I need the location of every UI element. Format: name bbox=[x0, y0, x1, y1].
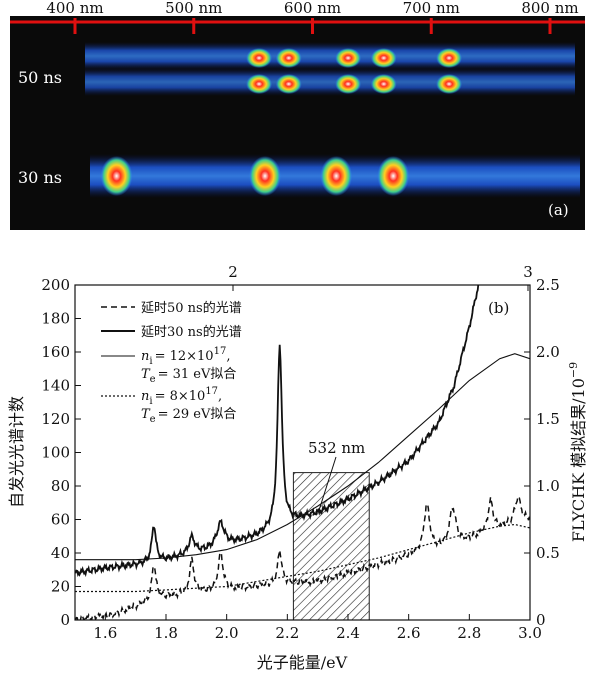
x-axis-title: 光子能量/eV bbox=[257, 653, 348, 672]
spectrum-chart: 1.6 1.8 2.0 2.2 2.4 2.6 2.8 3.0 020406080100120… bbox=[7, 263, 588, 672]
y-tick-label: 140 bbox=[41, 377, 70, 395]
x-tick-label: 2.4 bbox=[336, 624, 360, 642]
wavelength-tick-label: 500 nm bbox=[165, 0, 222, 17]
hotspot bbox=[377, 156, 410, 196]
hotspot bbox=[249, 156, 281, 196]
x-tick-label: 1.6 bbox=[93, 624, 117, 642]
panel-a-label: (a) bbox=[548, 201, 569, 219]
hotspot bbox=[275, 74, 302, 94]
hotspot bbox=[335, 48, 362, 68]
top-tick-label: 3 bbox=[523, 263, 533, 281]
y-tick-label: 180 bbox=[41, 310, 70, 328]
wavelength-tick-label: 600 nm bbox=[284, 0, 341, 17]
y2-tick-label: 0 bbox=[536, 611, 546, 629]
legend-dashed-label: 延时50 ns的光谱 bbox=[141, 300, 242, 316]
x-tick-label: 2.6 bbox=[397, 624, 421, 642]
band-50ns-upper bbox=[85, 42, 575, 70]
top-tick-label: 2 bbox=[228, 263, 238, 281]
annotation-arrow bbox=[317, 456, 337, 515]
hotspot bbox=[100, 156, 133, 196]
legend-fit1-line1: ni = 12×1017, bbox=[141, 346, 230, 367]
hotspot bbox=[246, 74, 273, 94]
hotspot bbox=[275, 48, 302, 68]
wavelength-tick-label: 700 nm bbox=[403, 0, 460, 17]
hotspot bbox=[320, 156, 353, 196]
panel-b-label: (b) bbox=[488, 299, 509, 317]
x-tick-label: 1.8 bbox=[154, 624, 178, 642]
y2-tick-label: 2.0 bbox=[536, 343, 560, 361]
y2-tick-label: 2.5 bbox=[536, 276, 560, 294]
hotspot bbox=[436, 74, 463, 94]
y2-axis-title-exp: −9 bbox=[567, 362, 580, 378]
annotation-532nm: 532 nm bbox=[308, 439, 365, 457]
wavelength-tick-label: 800 nm bbox=[521, 0, 578, 17]
y2-tick-label: 1.0 bbox=[536, 477, 560, 495]
y2-tick-label: 0.5 bbox=[536, 544, 560, 562]
legend-solid-label: 延时30 ns的光谱 bbox=[141, 324, 242, 340]
hotspot bbox=[370, 48, 397, 68]
series-50ns-dashed bbox=[75, 493, 530, 620]
x-tick-label: 2.0 bbox=[215, 624, 239, 642]
y2-axis-title: FLYCHK 模拟结果/10−9 bbox=[567, 362, 588, 542]
row-label-30ns: 30 ns bbox=[18, 168, 62, 187]
y-tick-label: 20 bbox=[51, 578, 70, 596]
series-fit-2 bbox=[75, 523, 530, 593]
legend: 延时50 ns的光谱 延时30 ns的光谱 ni = 12×1017, Te = 3… bbox=[101, 300, 242, 425]
hotspot bbox=[246, 48, 273, 68]
series-fit-1 bbox=[75, 353, 530, 561]
y-axis-title: 自发光光谱计数 bbox=[7, 396, 26, 508]
x-tick-label: 2.8 bbox=[457, 624, 481, 642]
y-tick-label: 60 bbox=[51, 511, 70, 529]
y2-tick-label: 1.5 bbox=[536, 410, 560, 428]
y-tick-label: 100 bbox=[41, 444, 70, 462]
hotspot bbox=[436, 48, 463, 68]
band-50ns-lower bbox=[85, 68, 575, 96]
x-tick-label: 3.0 bbox=[518, 624, 542, 642]
y-tick-label: 160 bbox=[41, 343, 70, 361]
spectrum-image-panel: 400 nm 500 nm 600 nm 700 nm 800 nm 50 ns 30 … bbox=[10, 0, 585, 230]
legend-fit2-line2: Te = 29 eV拟合 bbox=[141, 407, 236, 425]
y-tick-label: 80 bbox=[51, 477, 70, 495]
legend-fit2-line1: ni = 8×1017, bbox=[141, 386, 222, 407]
row-label-50ns: 50 ns bbox=[18, 68, 62, 87]
hotspot bbox=[370, 74, 397, 94]
x-tick-label: 2.2 bbox=[275, 624, 299, 642]
y-tick-label: 200 bbox=[41, 276, 70, 294]
legend-fit1-line2: Te = 31 eV拟合 bbox=[141, 367, 236, 385]
y-tick-label: 120 bbox=[41, 410, 70, 428]
y-tick-label: 0 bbox=[60, 611, 70, 629]
wavelength-tick-label: 400 nm bbox=[46, 0, 103, 17]
hotspot bbox=[335, 74, 362, 94]
series-30ns-solid bbox=[75, 285, 480, 578]
y-tick-label: 40 bbox=[51, 544, 70, 562]
